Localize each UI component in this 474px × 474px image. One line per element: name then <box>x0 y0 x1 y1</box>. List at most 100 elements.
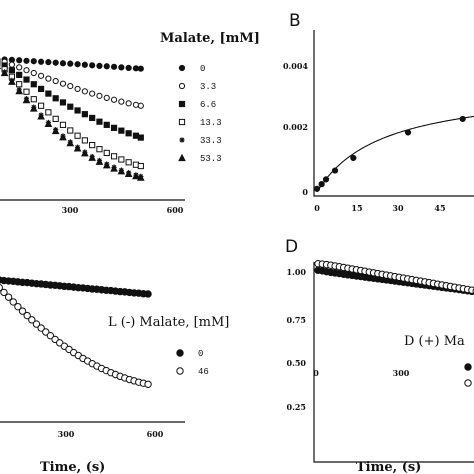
series-0-point <box>59 60 67 67</box>
panel-b-point <box>322 176 330 183</box>
series-1-point <box>74 85 81 93</box>
series-0-point <box>125 64 132 72</box>
panel-b-marks <box>313 115 474 193</box>
series-3-point <box>74 132 81 139</box>
series-1-point <box>59 80 67 87</box>
legend-marker-1 <box>178 82 186 90</box>
series-3-point <box>37 102 45 109</box>
series-2-point <box>74 107 81 114</box>
series-1-point <box>67 83 74 90</box>
series-5-point <box>117 166 126 175</box>
legend-label-0: 0 <box>200 64 205 74</box>
panel-a-legend: 0 3.3 6.6 13.3 33.3 53.3 <box>178 64 222 164</box>
series-1-point <box>4 293 13 301</box>
panel-a-legend-title: Malate, [mM] <box>160 31 260 46</box>
panel-c-x-tick: 300 <box>58 429 75 439</box>
series-2-point <box>96 118 103 125</box>
panel-d-y-tick: 0.25 <box>287 402 306 412</box>
panel-d-legend <box>464 363 472 387</box>
series-1-point <box>125 100 132 107</box>
series-0-point <box>23 57 30 64</box>
series-2-point <box>16 71 23 78</box>
series-2-point <box>103 121 110 128</box>
series-1-point <box>96 92 103 99</box>
legend-marker-2 <box>178 100 186 108</box>
series-3-point <box>23 88 30 95</box>
series-5-point <box>44 119 53 128</box>
series-5-point <box>102 161 111 169</box>
panel-b-x-tick: 45 <box>434 203 445 213</box>
series-5-point <box>124 169 133 178</box>
panel-d-y-tick: 0.75 <box>287 315 306 325</box>
series-5-point <box>0 68 9 77</box>
series-2-point <box>52 95 59 102</box>
series-5-point <box>73 144 82 152</box>
series-1-point <box>89 90 96 97</box>
series-3-point <box>45 109 52 116</box>
panel-b-y-tick: 0.004 <box>283 61 308 71</box>
series-5-point <box>22 95 31 104</box>
panel-d-x-label: Time, (s) <box>356 460 421 474</box>
series-1-point <box>81 88 88 95</box>
series-0-point <box>45 59 52 66</box>
series-5-point <box>37 112 45 120</box>
series-2-point <box>81 111 88 118</box>
series-5-point <box>136 173 145 181</box>
series-1-point <box>30 69 37 77</box>
legend-marker-0 <box>176 349 184 357</box>
series-2-point <box>125 130 132 137</box>
legend-marker-1 <box>464 379 472 387</box>
series-1-point <box>144 380 152 388</box>
panel-b-y-tick: 0.002 <box>283 122 308 132</box>
series-1-point <box>118 98 125 105</box>
series-1-point <box>103 94 110 102</box>
series-3-point <box>59 121 67 128</box>
series-3-point <box>52 115 59 122</box>
series-0-point <box>103 63 110 70</box>
series-2-point <box>30 81 37 88</box>
legend-label-0: 0 <box>198 349 203 359</box>
panel-c-legend: 0 46 <box>176 349 209 377</box>
panel-a-marks <box>0 56 145 181</box>
series-0-point <box>30 58 37 65</box>
series-3-point <box>137 162 144 170</box>
series-1-point <box>137 102 144 109</box>
series-1-point <box>110 96 118 103</box>
series-1-point <box>37 324 45 332</box>
series-3-point <box>103 149 110 157</box>
series-1-point <box>28 316 36 324</box>
panel-d-legend-title: D (+) Ma <box>404 334 465 349</box>
panel-b-axes <box>313 30 474 197</box>
legend-marker-5 <box>178 153 186 162</box>
series-2-point <box>118 127 125 134</box>
panel-d-letter: D <box>285 237 298 257</box>
panel-b-point <box>331 167 339 174</box>
panel-c-marks <box>0 276 152 388</box>
series-3-point <box>16 81 23 88</box>
series-0-point <box>67 60 74 67</box>
series-1-point <box>23 67 30 74</box>
series-1-point <box>132 101 140 108</box>
series-1-point <box>16 64 23 71</box>
panel-a-x-tick: 300 <box>62 205 79 215</box>
series-1-point <box>45 75 52 82</box>
panel-b-point <box>350 154 357 162</box>
legend-marker-0 <box>178 64 186 72</box>
series-2-point <box>23 76 30 83</box>
panel-d-y-tick: 0.50 <box>287 358 307 368</box>
panel-b-point <box>459 115 466 123</box>
series-0-point <box>52 59 59 66</box>
series-5-point <box>132 171 140 180</box>
series-2-point <box>89 114 96 122</box>
series-3-point <box>125 159 132 166</box>
series-5-point <box>66 138 75 147</box>
series-3-point <box>118 156 125 163</box>
series-0-point <box>74 61 81 68</box>
panel-b-letter: B <box>289 11 301 31</box>
legend-label-1: 46 <box>198 367 209 377</box>
panel-b-point <box>404 129 412 136</box>
panel-c: 300 600 L (-) Malate, [mM] 0 46 Time, (s) <box>0 276 229 474</box>
panel-d: D 1.00 0.75 0.50 0.25 0 300 D (+) Ma Tim… <box>285 237 474 474</box>
panel-b: B 0.004 0.002 0 0 15 30 45 <box>283 11 474 213</box>
legend-marker-4 <box>179 137 185 143</box>
